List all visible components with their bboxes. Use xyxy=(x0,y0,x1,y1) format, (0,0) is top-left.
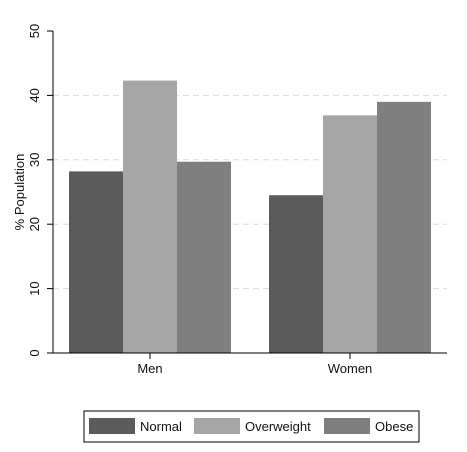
bar-obese-men xyxy=(177,161,231,353)
bar-overweight-men xyxy=(123,80,177,353)
x-tick-label: Men xyxy=(137,361,162,376)
bar-normal-women xyxy=(269,195,323,353)
x-ticks: Men Women xyxy=(137,353,372,376)
y-axis-title: % Population xyxy=(12,154,27,231)
y-tick-label: 50 xyxy=(27,24,42,38)
bar-overweight-women xyxy=(323,115,377,353)
y-tick-label: 40 xyxy=(27,88,42,102)
legend-swatch-normal xyxy=(89,418,135,434)
legend-swatch-obese xyxy=(324,418,370,434)
legend: Normal Overweight Obese xyxy=(83,410,420,443)
x-tick-label: Women xyxy=(328,361,373,376)
bars xyxy=(69,80,431,353)
y-tick-label: 10 xyxy=(27,281,42,295)
bar-normal-men xyxy=(69,171,123,353)
legend-label-overweight: Overweight xyxy=(245,419,311,434)
legend-label-obese: Obese xyxy=(375,419,413,434)
bar-obese-women xyxy=(377,101,431,353)
y-ticks: 0 10 20 30 40 50 xyxy=(27,24,53,357)
legend-swatch-overweight xyxy=(194,418,240,434)
y-tick-label: 30 xyxy=(27,153,42,167)
y-tick-label: 20 xyxy=(27,217,42,231)
legend-label-normal: Normal xyxy=(140,419,182,434)
y-tick-label: 0 xyxy=(27,349,42,356)
